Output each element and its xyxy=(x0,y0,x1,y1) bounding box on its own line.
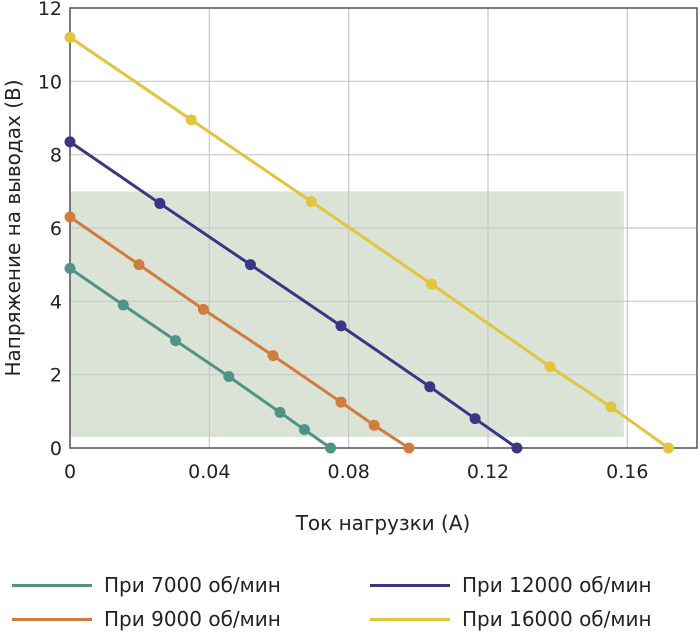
legend-swatch xyxy=(370,583,450,587)
legend-swatch xyxy=(12,617,92,621)
data-point xyxy=(605,401,617,413)
x-axis-label: Ток нагрузки (А) xyxy=(295,511,471,535)
x-tick-label: 0.16 xyxy=(606,461,648,483)
data-point xyxy=(305,196,317,208)
y-tick-label: 8 xyxy=(50,145,62,167)
data-point xyxy=(64,211,76,223)
data-point xyxy=(335,396,347,408)
series-1 xyxy=(64,211,415,454)
series-2 xyxy=(64,136,523,454)
y-tick-label: 0 xyxy=(50,438,62,460)
data-point xyxy=(117,299,129,311)
data-point xyxy=(170,335,182,347)
data-point xyxy=(197,303,209,315)
data-point xyxy=(267,350,279,362)
data-point xyxy=(426,278,438,290)
legend-item-7000: При 7000 об/мин xyxy=(12,570,281,600)
y-tick-label: 4 xyxy=(50,291,62,313)
data-point xyxy=(662,442,674,454)
data-point xyxy=(223,371,235,382)
data-point xyxy=(64,262,76,274)
data-point xyxy=(274,406,286,418)
legend-item-9000: При 9000 об/мин xyxy=(12,604,281,634)
legend-label: При 9000 об/мин xyxy=(104,607,281,631)
data-point xyxy=(403,442,415,454)
x-tick-label: 0 xyxy=(64,461,76,483)
chart-area: 0 0.04 0.08 0.12 0.16 0 2 4 6 8 10 12 Ток нагрузки … xyxy=(1,0,698,535)
legend-label: При 7000 об/мин xyxy=(104,573,281,597)
data-point xyxy=(64,31,76,43)
data-point xyxy=(298,424,310,436)
data-point xyxy=(133,259,145,271)
data-point xyxy=(335,320,347,332)
series-0 xyxy=(64,262,337,454)
data-point xyxy=(368,419,380,431)
y-tick-label: 12 xyxy=(38,0,62,20)
data-point xyxy=(325,442,337,454)
legend-item-16000: При 16000 об/мин xyxy=(370,604,652,634)
legend-label: При 12000 об/мин xyxy=(462,573,652,597)
data-point xyxy=(244,259,256,271)
data-point xyxy=(154,197,166,209)
shaded-region xyxy=(70,191,624,437)
y-tick-label: 6 xyxy=(50,218,62,240)
y-tick-label: 2 xyxy=(50,365,62,387)
x-tick-label: 0.04 xyxy=(188,461,230,483)
x-tick-label: 0.12 xyxy=(467,461,509,483)
legend: При 7000 об/мин При 12000 об/мин При 900… xyxy=(0,562,700,636)
data-point xyxy=(64,136,76,148)
y-tick-label: 10 xyxy=(38,71,62,93)
legend-swatch xyxy=(12,583,92,587)
data-point xyxy=(185,114,197,126)
data-point xyxy=(511,442,523,454)
data-point xyxy=(469,413,481,425)
legend-label: При 16000 об/мин xyxy=(462,607,652,631)
data-point xyxy=(424,381,436,393)
legend-swatch xyxy=(370,617,450,621)
y-axis-label: Напряжение на выводах (В) xyxy=(1,79,25,376)
plot-frame xyxy=(69,7,698,449)
series-3 xyxy=(64,31,674,454)
x-tick-label: 0.08 xyxy=(328,461,370,483)
legend-item-12000: При 12000 об/мин xyxy=(370,570,652,600)
data-point xyxy=(544,361,556,373)
